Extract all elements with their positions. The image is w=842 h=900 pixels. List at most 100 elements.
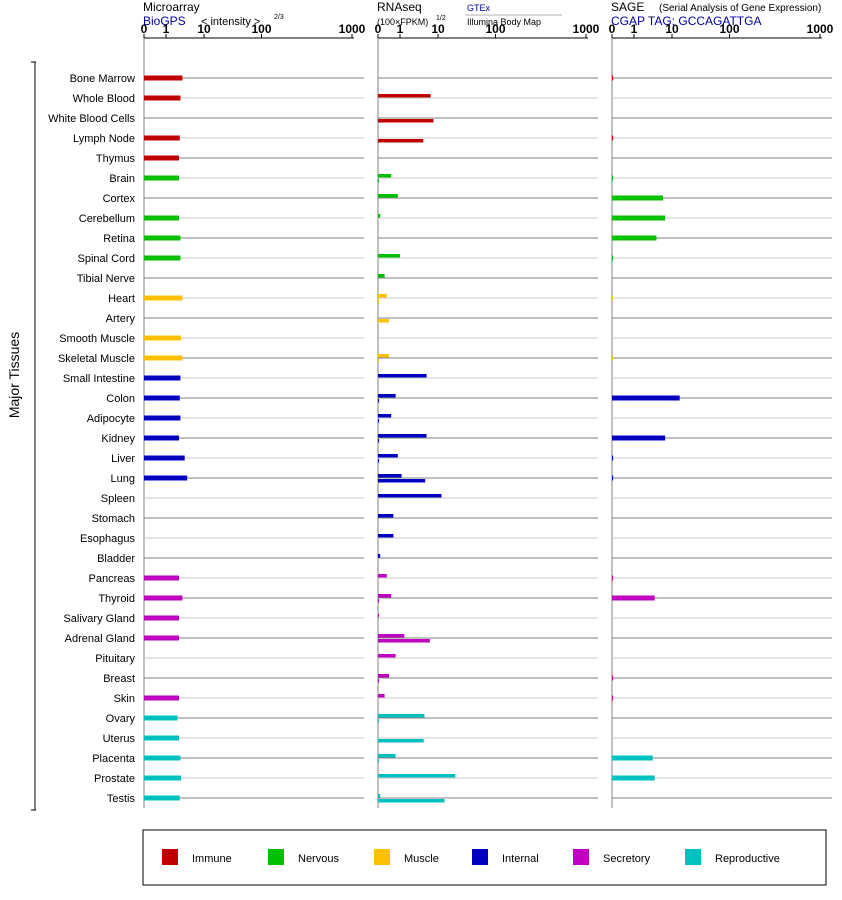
legend-swatch-reproductive xyxy=(685,849,701,865)
bar xyxy=(144,95,181,101)
bar xyxy=(378,419,380,423)
category-label: Cerebellum xyxy=(79,213,135,225)
bar xyxy=(378,679,380,683)
category-label: Bladder xyxy=(97,553,135,565)
category-label: Tibial Nerve xyxy=(77,273,135,285)
bar xyxy=(378,719,380,723)
unit-label: (100×FPKM) xyxy=(377,17,428,27)
x-tick-label: 1000 xyxy=(339,22,366,36)
panel-subtitle: BioGPS xyxy=(143,14,186,28)
category-label: Smooth Muscle xyxy=(59,333,135,345)
legend-label-immune: Immune xyxy=(192,853,232,865)
bar xyxy=(378,94,431,98)
category-label: Whole Blood xyxy=(73,93,135,105)
bar xyxy=(378,759,380,763)
legend-swatch-nervous xyxy=(268,849,284,865)
bar xyxy=(144,295,183,301)
bar xyxy=(144,635,180,641)
bar xyxy=(378,574,387,578)
x-tick-label: 0 xyxy=(141,22,148,36)
bar xyxy=(378,599,380,603)
x-tick-label: 1 xyxy=(397,22,404,36)
category-label: Breast xyxy=(103,673,135,685)
x-tick-label: 1 xyxy=(163,22,170,36)
bar xyxy=(612,75,614,81)
category-label: Heart xyxy=(108,293,135,305)
legend-label-internal: Internal xyxy=(502,853,539,865)
category-label: Cortex xyxy=(103,193,136,205)
bar xyxy=(378,359,380,363)
bar xyxy=(144,415,181,421)
bar xyxy=(144,755,181,761)
legend-label-reproductive: Reproductive xyxy=(715,853,780,865)
bar xyxy=(612,595,655,601)
bar xyxy=(378,294,387,298)
bar xyxy=(612,435,666,441)
bar xyxy=(144,175,180,181)
bar xyxy=(378,319,389,323)
bar xyxy=(378,534,394,538)
bar xyxy=(612,235,657,241)
legend-swatch-internal xyxy=(472,849,488,865)
category-label: Lung xyxy=(111,473,135,485)
category-label: Pituitary xyxy=(95,653,135,665)
bar xyxy=(378,554,381,558)
panel-header-microarray: Microarray BioGPS < intensity > 2/3 xyxy=(143,0,284,28)
bar xyxy=(378,394,396,398)
bar xyxy=(144,395,180,401)
bar xyxy=(612,695,614,701)
unit-power: 2/3 xyxy=(274,14,284,21)
bar xyxy=(378,799,445,803)
bar xyxy=(612,475,614,481)
category-label: Ovary xyxy=(106,713,136,725)
legend-swatch-immune xyxy=(162,849,178,865)
bar xyxy=(378,119,434,123)
unit-power: 1/2 xyxy=(436,15,446,22)
bar xyxy=(378,794,381,798)
axes: 0 1 10 100 1000 0 1 10 100 1000 0 1 10 100 1000 xyxy=(141,22,834,808)
category-label: Prostate xyxy=(94,773,135,785)
bar xyxy=(378,179,380,183)
category-label: Skeletal Muscle xyxy=(58,353,135,365)
bar xyxy=(378,514,394,518)
bar xyxy=(378,754,396,758)
bar xyxy=(144,355,183,361)
bar xyxy=(144,575,180,581)
category-label: Thymus xyxy=(96,153,136,165)
bar xyxy=(378,139,424,143)
category-label: Kidney xyxy=(101,433,135,445)
legend-swatch-muscle xyxy=(374,849,390,865)
category-label: Salivary Gland xyxy=(63,613,135,625)
bar xyxy=(144,795,180,801)
bar xyxy=(378,374,427,378)
bar xyxy=(378,354,389,358)
category-label: Esophagus xyxy=(80,533,136,545)
bar xyxy=(612,215,666,221)
panel-subtitle: CGAP TAG: GCCAGATTGA xyxy=(611,14,761,28)
bar xyxy=(378,474,402,478)
legend-label-secretory: Secretory xyxy=(603,853,651,865)
bar xyxy=(612,395,680,401)
bar xyxy=(378,174,392,178)
category-label: Colon xyxy=(106,393,135,405)
category-label: Thyroid xyxy=(98,593,135,605)
bar xyxy=(378,639,430,643)
category-label: Placenta xyxy=(92,753,136,765)
bar xyxy=(378,274,385,278)
x-tick-label: 1000 xyxy=(807,22,834,36)
bar xyxy=(378,614,380,618)
category-label: Bone Marrow xyxy=(70,73,135,85)
side-label: Major Tissues xyxy=(6,332,22,418)
bar xyxy=(144,375,181,381)
category-label: Lymph Node xyxy=(73,133,135,145)
category-label: Testis xyxy=(107,793,136,805)
bar xyxy=(612,675,614,681)
bar xyxy=(612,575,614,581)
legend-swatch-secretory xyxy=(573,849,589,865)
bar xyxy=(378,434,427,438)
bar xyxy=(144,135,180,141)
bar xyxy=(378,299,380,303)
category-label: Liver xyxy=(111,453,135,465)
bar xyxy=(612,195,664,201)
